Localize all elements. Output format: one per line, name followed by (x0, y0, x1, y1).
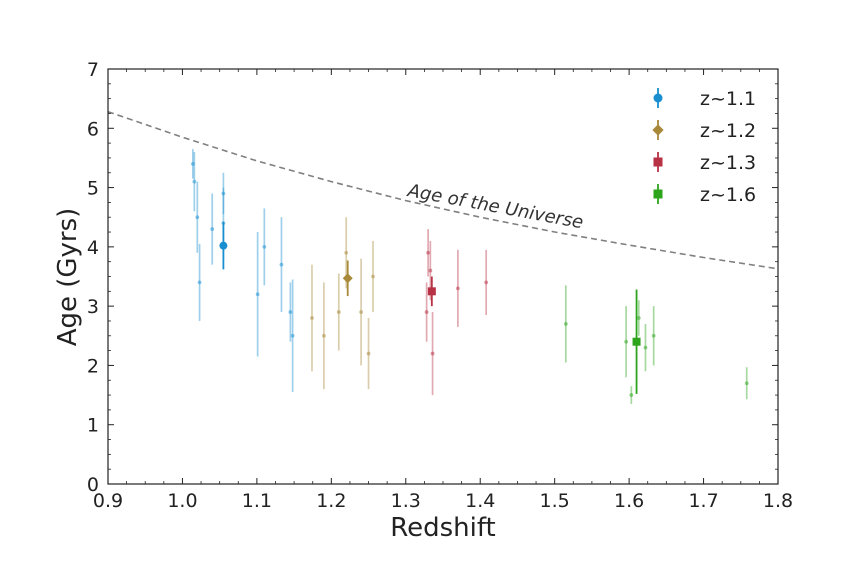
galaxy-point (636, 316, 641, 320)
galaxy-point (371, 274, 375, 279)
x-tick-label: 1.5 (540, 490, 570, 512)
galaxy-point (290, 333, 295, 338)
y-tick-label: 5 (87, 178, 99, 200)
galaxy-point (428, 268, 433, 273)
galaxy-point (344, 250, 349, 255)
galaxy-point (359, 310, 364, 314)
galaxy-point (336, 310, 341, 314)
stack-point (342, 273, 353, 284)
x-axis-title: Redshift (390, 513, 496, 543)
galaxy-point (426, 250, 431, 255)
galaxy-point (255, 292, 260, 297)
stack-point (632, 337, 641, 346)
y-tick-label: 4 (87, 237, 99, 259)
y-tick-label: 7 (87, 59, 99, 81)
galaxy-point (288, 310, 293, 314)
galaxy-point (262, 244, 267, 249)
x-tick-label: 1.3 (391, 490, 421, 512)
stack-point (219, 241, 228, 250)
legend-label: z~1.2 (700, 120, 756, 142)
galaxy-point (197, 280, 202, 285)
legend-label: z~1.6 (700, 184, 756, 206)
galaxy-point (651, 333, 656, 338)
x-tick-label: 0.9 (93, 490, 123, 512)
legend-marker (653, 189, 663, 199)
galaxy-point (563, 322, 568, 326)
galaxy-point (455, 286, 460, 291)
galaxy-point (190, 161, 195, 166)
y-tick-label: 1 (87, 415, 99, 437)
galaxy-point (643, 345, 648, 350)
galaxy-point (424, 310, 429, 314)
galaxy-point (192, 179, 197, 184)
y-tick-label: 3 (87, 296, 99, 318)
stacked-points-layer (219, 221, 641, 394)
legend-marker (653, 93, 663, 103)
legend-label: z~1.3 (700, 152, 756, 174)
x-tick-label: 1.1 (242, 490, 272, 512)
galaxy-point (279, 262, 284, 267)
galaxy-point (744, 381, 749, 386)
plot-frame (107, 68, 779, 485)
galaxy-points-layer (190, 149, 749, 404)
legend-label: z~1.1 (700, 88, 756, 110)
legend-marker (652, 124, 664, 136)
stack-point (427, 287, 436, 296)
y-tick-label: 0 (87, 474, 99, 496)
y-axis-title: Age (Gyrs) (53, 208, 83, 347)
legend: z~1.1 z~1.2 z~1.3 z~1.6 (652, 88, 756, 206)
galaxy-point (366, 351, 371, 356)
galaxy-point (484, 280, 489, 285)
galaxy-point (310, 316, 314, 320)
x-tick-label: 1.2 (316, 490, 346, 512)
x-tick-label: 1.4 (465, 490, 495, 512)
galaxy-point (221, 191, 226, 196)
x-tick-label: 1.8 (763, 490, 793, 512)
x-tick-label: 1.7 (688, 490, 718, 512)
galaxy-point (624, 339, 629, 344)
galaxy-point (321, 333, 326, 338)
y-tick-label: 6 (87, 118, 99, 140)
legend-marker (653, 157, 663, 167)
galaxy-point (195, 215, 200, 220)
curve-annotation: Age of the Universe (405, 180, 585, 233)
galaxy-point (430, 351, 435, 356)
axis-ticks: 0.9 1.0 1.1 1.2 1.3 1.4 1.5 1.6 1.7 1.8 0 1 2 3 4 5 6 7 (87, 59, 793, 512)
galaxy-point (210, 227, 215, 231)
x-tick-label: 1.0 (167, 490, 197, 512)
x-tick-label: 1.6 (614, 490, 644, 512)
galaxy-point (629, 393, 634, 397)
y-tick-label: 2 (87, 355, 99, 377)
